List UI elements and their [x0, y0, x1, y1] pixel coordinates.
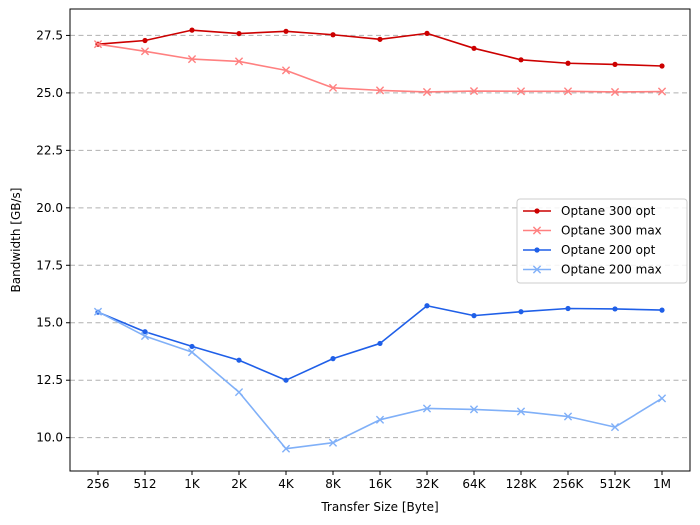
data-point	[142, 37, 148, 44]
data-point	[234, 388, 244, 397]
legend-label: Optane 200 max	[561, 263, 662, 277]
data-point	[328, 83, 338, 92]
data-point	[518, 309, 524, 315]
data-point	[469, 405, 479, 414]
data-point	[469, 86, 479, 96]
data-point	[187, 348, 197, 357]
data-point	[189, 27, 195, 33]
data-point	[565, 60, 571, 66]
data-point	[283, 28, 289, 34]
data-point	[140, 47, 150, 56]
y-tick-label: 27.5	[36, 28, 63, 42]
data-point	[424, 303, 430, 309]
data-point	[93, 307, 103, 316]
x-axis-label: Transfer Size [Byte]	[320, 500, 438, 514]
data-point	[610, 423, 620, 432]
data-point	[283, 377, 289, 383]
data-point	[422, 404, 432, 413]
data-point	[659, 307, 665, 313]
data-point	[516, 407, 526, 416]
legend-label: Optane 200 opt	[561, 243, 656, 257]
data-point	[142, 329, 148, 335]
x-tick-label: 8K	[325, 477, 342, 491]
x-tick-label: 2K	[231, 477, 248, 491]
data-point	[375, 86, 385, 95]
x-tick-label: 256	[87, 477, 110, 491]
data-point	[612, 306, 618, 312]
y-tick-label: 15.0	[36, 316, 63, 330]
x-tick-label: 64K	[462, 477, 486, 491]
data-point	[281, 66, 291, 75]
grid-lines	[70, 34, 690, 439]
data-point	[424, 30, 430, 36]
legend-swatch-marker	[532, 226, 542, 235]
y-axis-label: Bandwidth [GB/s]	[9, 188, 23, 293]
y-tick-label: 10.0	[36, 431, 63, 445]
x-tick-label: 4K	[278, 477, 295, 491]
legend-label: Optane 300 opt	[561, 204, 656, 218]
data-point	[563, 87, 573, 96]
y-axis: 10.0 12.5 15.0 17.5 20.0 22.5 25.0 27.5	[36, 28, 70, 445]
data-point	[330, 32, 336, 38]
data-point	[377, 340, 383, 347]
x-axis: 256 512 1K 2K 4K 8K 16K 32K 64K 128K 256K 512K 1M	[87, 471, 671, 491]
legend-swatch-marker	[532, 265, 542, 274]
data-point	[471, 45, 477, 51]
x-tick-label: 32K	[415, 477, 439, 491]
legend: Optane 300 opt Optane 300 max Optane 200 o…	[516, 198, 688, 284]
legend-box	[516, 198, 688, 284]
legend-label: Optane 300 max	[561, 224, 662, 238]
data-point	[518, 57, 524, 63]
y-tick-label: 17.5	[36, 258, 63, 272]
data-point	[422, 87, 432, 97]
data-point	[657, 394, 667, 403]
data-point	[187, 55, 197, 64]
y-tick-label: 25.0	[36, 86, 63, 100]
data-point	[610, 87, 620, 97]
data-point	[236, 30, 242, 37]
y-tick-label: 20.0	[36, 201, 63, 215]
y-tick-label: 22.5	[36, 143, 63, 157]
y-tick-label: 12.5	[36, 373, 63, 387]
data-point	[281, 444, 291, 453]
data-point	[375, 415, 385, 424]
data-point	[659, 63, 665, 69]
legend-swatch-marker	[534, 247, 540, 253]
x-tick-label: 128K	[506, 477, 538, 491]
x-tick-label: 1M	[653, 477, 671, 491]
data-point	[140, 331, 150, 341]
series-layer	[93, 27, 667, 453]
x-tick-label: 512	[134, 477, 157, 491]
data-point	[377, 36, 383, 42]
data-point	[93, 40, 103, 49]
x-tick-label: 512K	[600, 477, 632, 491]
data-point	[234, 57, 244, 66]
data-point	[565, 305, 571, 312]
data-point	[563, 412, 573, 421]
data-point	[471, 313, 477, 319]
x-tick-label: 16K	[368, 477, 392, 491]
x-tick-label: 256K	[553, 477, 585, 491]
data-point	[236, 357, 242, 363]
x-tick-label: 1K	[184, 477, 201, 491]
data-point	[516, 87, 526, 96]
legend-swatch-marker	[534, 208, 540, 214]
data-point	[657, 87, 667, 96]
data-point	[612, 61, 618, 67]
data-point	[330, 356, 336, 362]
data-point	[328, 438, 338, 447]
data-point	[189, 343, 195, 350]
